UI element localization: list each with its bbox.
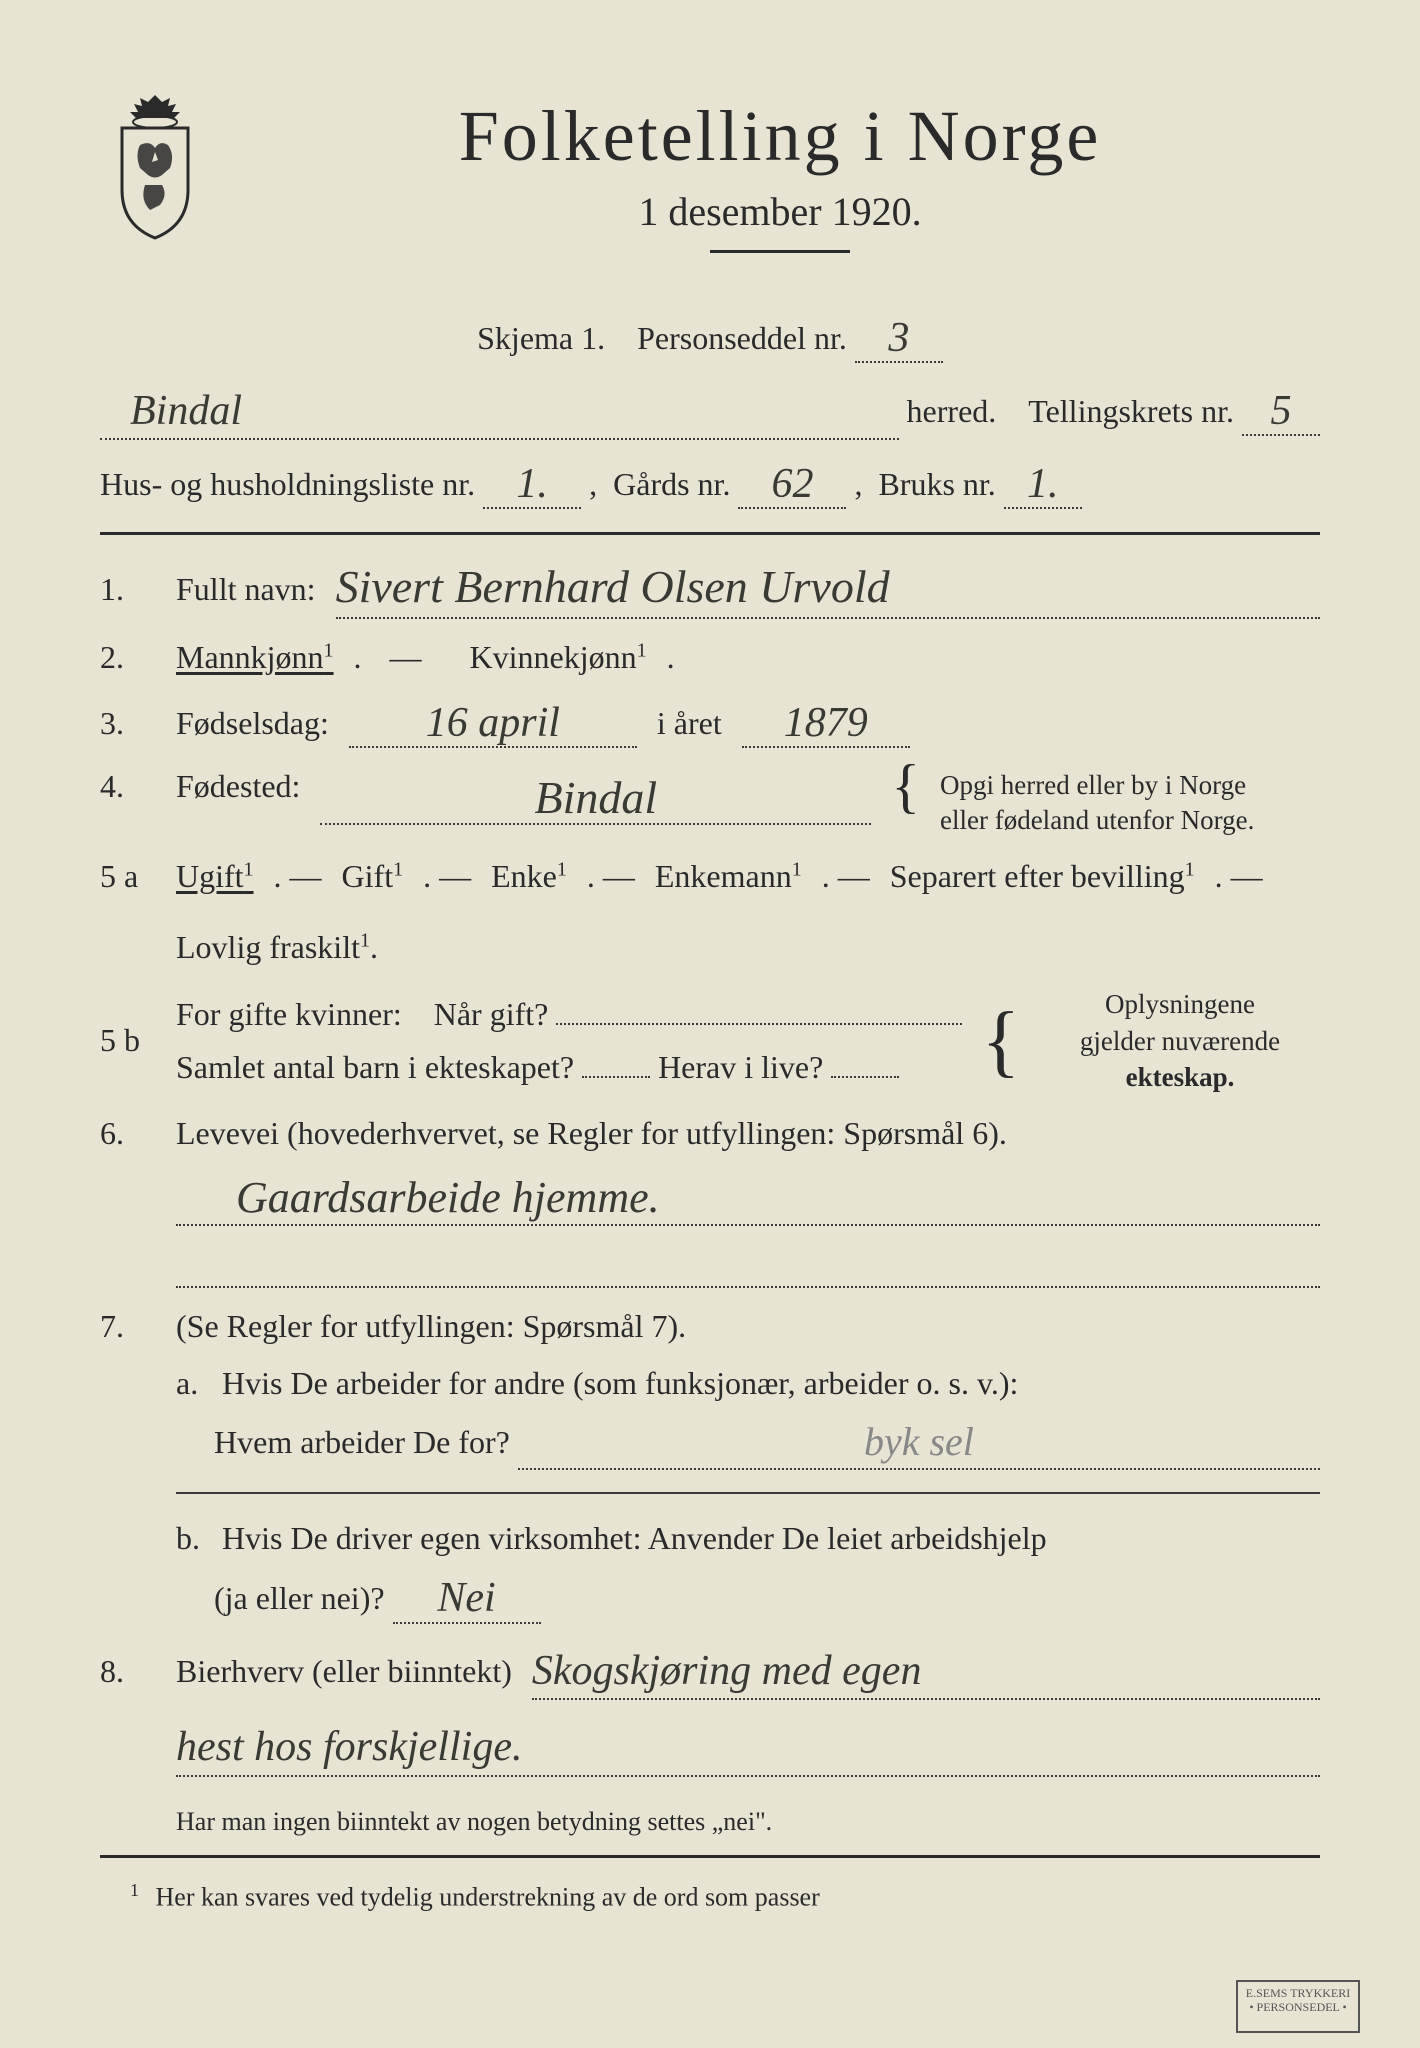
- q1-label: Fullt navn:: [176, 571, 316, 608]
- herred-line: Bindal herred. Tellingskrets nr. 5: [100, 381, 1320, 442]
- q7-row: 7. (Se Regler for utfyllingen: Spørsmål …: [100, 1308, 1320, 1345]
- bruks-nr: 1.: [1027, 461, 1059, 507]
- q7a-line1: Hvis De arbeider for andre (som funksjon…: [222, 1365, 1018, 1402]
- q7a-line2-label: Hvem arbeider De for?: [214, 1424, 510, 1461]
- footer-note: Har man ingen biinntekt av nogen betydni…: [176, 1807, 1320, 1837]
- q6-label: Levevei (hovederhvervet, se Regler for u…: [176, 1115, 1007, 1152]
- gards-nr: 62: [771, 461, 813, 507]
- printer-stamp: E.SEMS TRYKKERI • PERSONSEDEL •: [1236, 1980, 1360, 2033]
- q7a-block: a. Hvis De arbeider for andre (som funks…: [176, 1365, 1320, 1494]
- q1-num: 1.: [100, 571, 156, 608]
- q5b-row: 5 b For gifte kvinner: Når gift? Samlet …: [100, 986, 1320, 1095]
- q3-row: 3. Fødselsdag: 16 april i året 1879: [100, 696, 1320, 748]
- q7b-line2-label: (ja eller nei)?: [214, 1580, 385, 1617]
- bruks-label: Bruks nr.: [878, 454, 995, 515]
- q7-label: (Se Regler for utfyllingen: Spørsmål 7).: [176, 1308, 686, 1345]
- personseddel-nr: 3: [888, 315, 909, 361]
- q6-num: 6.: [100, 1115, 156, 1152]
- q5b-num: 5 b: [100, 1022, 156, 1059]
- q4-label: Fødested:: [176, 768, 300, 805]
- q5b-line1a: For gifte kvinner:: [176, 996, 402, 1033]
- q7b-line1: Hvis De driver egen virksomhet: Anvender…: [222, 1520, 1047, 1557]
- q5a-separert: Separert efter bevilling1: [890, 858, 1195, 895]
- q5a-ugift: Ugift1: [176, 858, 254, 895]
- q5a-gift: Gift1: [342, 858, 404, 895]
- q5b-line1b: Når gift?: [434, 996, 549, 1033]
- q7a-value: byk sel: [864, 1419, 974, 1464]
- tellingskrets-label: Tellingskrets nr.: [1028, 381, 1234, 442]
- q2-row: 2. Mannkjønn1 . — Kvinnekjønn1.: [100, 639, 1320, 676]
- skjema-label: Skjema 1.: [477, 320, 605, 356]
- footnote: 1 Her kan svares ved tydelig understrekn…: [100, 1880, 1320, 1913]
- hus-nr: 1.: [516, 461, 548, 507]
- q3-year: 1879: [784, 700, 868, 746]
- title-rule: [710, 250, 850, 253]
- q7b-block: b. Hvis De driver egen virksomhet: Anven…: [176, 1520, 1320, 1623]
- q2-dash: —: [390, 639, 422, 676]
- q2-num: 2.: [100, 639, 156, 676]
- tellingskrets-nr: 5: [1271, 388, 1292, 434]
- q3-day: 16 april: [426, 700, 560, 746]
- q6-value: Gaardsarbeide hjemme.: [176, 1172, 1320, 1226]
- q3-year-label: i året: [657, 705, 722, 742]
- q2-mann: Mannkjønn1: [176, 639, 334, 676]
- q5a-num: 5 a: [100, 858, 156, 895]
- q5b-line2b: Herav i live?: [658, 1049, 823, 1086]
- hus-line: Hus- og husholdningsliste nr. 1. , Gårds…: [100, 454, 1320, 515]
- subtitle: 1 desember 1920.: [240, 188, 1320, 235]
- gards-label: Gårds nr.: [613, 454, 730, 515]
- q7a-num: a.: [176, 1365, 214, 1402]
- q6-row: 6. Levevei (hovederhvervet, se Regler fo…: [100, 1115, 1320, 1152]
- q3-label: Fødselsdag:: [176, 705, 329, 742]
- q8-value-1: Skogskjøring med egen: [532, 1648, 922, 1694]
- section-rule-1: [100, 532, 1320, 535]
- hus-label: Hus- og husholdningsliste nr.: [100, 454, 475, 515]
- brace-icon: {: [982, 1017, 1020, 1065]
- skjema-line: Skjema 1. Personseddel nr. 3: [100, 308, 1320, 369]
- q8-label: Bierhverv (eller biinntekt): [176, 1653, 512, 1690]
- q8-value-2: hest hos forskjellige.: [176, 1724, 522, 1770]
- q4-num: 4.: [100, 768, 156, 805]
- q5a-enke: Enke1: [491, 858, 567, 895]
- personseddel-label: Personseddel nr.: [637, 320, 847, 356]
- q3-num: 3.: [100, 705, 156, 742]
- section-rule-2: [100, 1855, 1320, 1858]
- herred-name: Bindal: [130, 388, 242, 434]
- q5a-row: 5 a Ugift1. — Gift1. — Enke1. — Enkemann…: [100, 858, 1320, 966]
- q7b-value: Nei: [437, 1575, 495, 1621]
- main-title: Folketelling i Norge: [240, 95, 1320, 178]
- q1-row: 1. Fullt navn: Sivert Bernhard Olsen Urv…: [100, 557, 1320, 618]
- q1-value: Sivert Bernhard Olsen Urvold: [336, 561, 890, 612]
- q5b-note: Oplysningene gjelder nuværende ekteskap.: [1040, 986, 1320, 1095]
- q5a-fraskilt: Lovlig fraskilt1: [176, 929, 370, 965]
- q7-num: 7.: [100, 1308, 156, 1345]
- q5b-line2a: Samlet antal barn i ekteskapet?: [176, 1049, 574, 1086]
- q4-note: Opgi herred eller by i Norge eller fødel…: [940, 768, 1320, 838]
- q8-num: 8.: [100, 1653, 156, 1690]
- q4-row: 4. Fødested: Bindal { Opgi herred eller …: [100, 768, 1320, 838]
- q6-blank-line: [176, 1234, 1320, 1288]
- herred-label: herred.: [907, 381, 997, 442]
- coat-of-arms-icon: [100, 90, 210, 240]
- q2-kvinne: Kvinnekjønn1: [470, 639, 647, 676]
- brace-icon: {: [891, 768, 920, 804]
- q5a-enkemann: Enkemann1: [655, 858, 802, 895]
- q8-row: 8. Bierhverv (eller biinntekt) Skogskjør…: [100, 1644, 1320, 1700]
- q7b-num: b.: [176, 1520, 214, 1557]
- q4-value: Bindal: [534, 772, 657, 823]
- header: Folketelling i Norge 1 desember 1920.: [100, 80, 1320, 288]
